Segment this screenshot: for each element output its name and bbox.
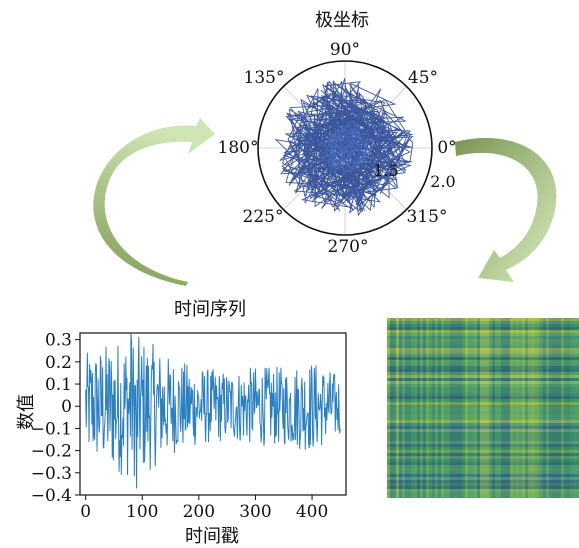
heatmap-row — [387, 435, 579, 438]
heatmap-row — [387, 411, 579, 414]
heatmap-row — [387, 405, 579, 408]
heatmap-row — [387, 381, 579, 384]
heatmap-row — [387, 462, 579, 465]
heatmap-row — [387, 408, 579, 411]
heatmap-row — [387, 360, 579, 363]
heatmap-row — [387, 420, 579, 423]
y-tick-label: 0 — [61, 397, 72, 417]
polar-angle-label-45: 45° — [408, 68, 438, 88]
y-tick-label: 0.2 — [45, 353, 72, 373]
heatmap-row — [387, 369, 579, 372]
time-series-title: 时间序列 — [174, 299, 246, 320]
heatmap-row — [387, 339, 579, 342]
y-axis-label: 数值 — [16, 394, 37, 430]
x-tick-label: 300 — [239, 502, 271, 522]
polar-angle-label-90: 90° — [330, 40, 360, 60]
x-tick-label: 200 — [183, 502, 215, 522]
polar-angle-label-135: 135° — [244, 68, 285, 88]
x-tick-label: 400 — [296, 502, 328, 522]
heatmap-row — [387, 372, 579, 375]
heatmap-row — [387, 447, 579, 450]
heatmap-row — [387, 321, 579, 324]
polar-radial-label-2-0: 2.0 — [430, 172, 455, 191]
y-axis: 0.30.20.10−0.1 −0.2−0.3−0.4 — [31, 331, 80, 506]
heatmap-row — [387, 393, 579, 396]
heatmap-row — [387, 324, 579, 327]
polar-plot-lines — [276, 78, 413, 215]
polar-angle-label-315: 315° — [407, 207, 448, 227]
heatmap-row — [387, 387, 579, 390]
time-series-chart: 时间序列 0.30.20.10−0.1−0.2−0.3−0.4 0 100 200 3… — [16, 299, 346, 547]
heatmap-row — [387, 345, 579, 348]
heatmap-row — [387, 336, 579, 339]
heatmap-row — [387, 363, 579, 366]
heatmap-row — [387, 333, 579, 336]
heatmap-row — [387, 468, 579, 471]
heatmap-row — [387, 357, 579, 360]
heatmap-row — [387, 414, 579, 417]
heatmap-row — [387, 354, 579, 357]
left-curved-arrow — [93, 118, 215, 286]
heatmap-row — [387, 375, 579, 378]
x-axis: 0 100 200 300 400 — [80, 495, 328, 522]
matrix-heatmap — [387, 318, 579, 498]
heatmap-row — [387, 495, 579, 498]
heatmap-row — [387, 327, 579, 330]
heatmap-row — [387, 483, 579, 486]
y-tick-label: 0.3 — [45, 331, 72, 351]
heatmap-row — [387, 330, 579, 333]
heatmap-row — [387, 465, 579, 468]
heatmap-row — [387, 390, 579, 393]
polar-angle-label-180: 180° — [218, 138, 259, 158]
heatmap-row — [387, 417, 579, 420]
heatmap-row — [387, 396, 579, 399]
x-axis-label: 时间戳 — [185, 526, 239, 547]
heatmap-row — [387, 342, 579, 345]
heatmap-row — [387, 426, 579, 429]
polar-angle-label-270: 270° — [328, 237, 369, 257]
polar-radial-label-1-5: 1.5 — [373, 161, 398, 180]
heatmap-row — [387, 477, 579, 480]
polar-title: 极坐标 — [315, 10, 369, 31]
polar-angle-label-225: 225° — [243, 207, 284, 227]
y-tick-label: −0.2 — [31, 442, 72, 462]
heatmap-rows — [387, 318, 579, 498]
heatmap-row — [387, 444, 579, 447]
heatmap-row — [387, 432, 579, 435]
polar-chart: 极坐标 90° 45° 0° 315° 270° 225° 180° 135° … — [218, 10, 457, 257]
heatmap-row — [387, 384, 579, 387]
heatmap-row — [387, 474, 579, 477]
heatmap-row — [387, 402, 579, 405]
y-tick-label: −0.4 — [31, 486, 72, 506]
x-tick-label: 0 — [80, 502, 91, 522]
time-series-plot-area — [80, 333, 346, 495]
heatmap-row — [387, 378, 579, 381]
heatmap-row — [387, 348, 579, 351]
heatmap-row — [387, 450, 579, 453]
polar-angle-label-0: 0° — [437, 138, 456, 158]
heatmap-row — [387, 486, 579, 489]
heatmap-row — [387, 351, 579, 354]
heatmap-row — [387, 471, 579, 474]
y-tick-label: 0.1 — [45, 375, 72, 395]
heatmap-row — [387, 366, 579, 369]
heatmap-row — [387, 459, 579, 462]
y-tick-label: −0.3 — [31, 464, 72, 484]
right-curved-arrow — [455, 138, 556, 282]
heatmap-row — [387, 480, 579, 483]
heatmap-row — [387, 318, 579, 321]
heatmap-row — [387, 489, 579, 492]
heatmap-row — [387, 423, 579, 426]
x-tick-label: 100 — [126, 502, 158, 522]
heatmap-row — [387, 492, 579, 495]
heatmap-row — [387, 399, 579, 402]
heatmap-row — [387, 441, 579, 444]
heatmap-row — [387, 456, 579, 459]
heatmap-row — [387, 453, 579, 456]
heatmap-row — [387, 429, 579, 432]
heatmap-row — [387, 438, 579, 441]
